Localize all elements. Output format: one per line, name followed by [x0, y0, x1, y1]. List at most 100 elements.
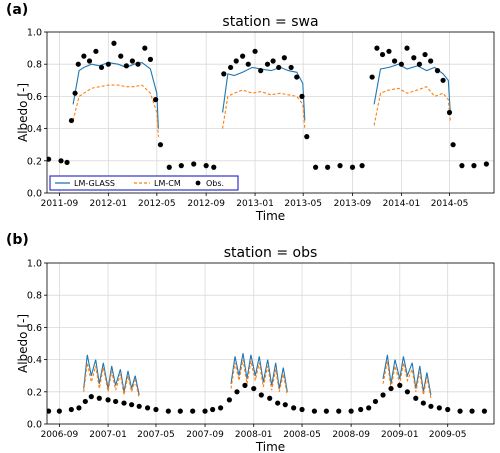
obs-point: [469, 408, 475, 414]
plot-frame: [46, 31, 495, 194]
obs-point: [459, 163, 465, 169]
obs-point: [234, 389, 240, 395]
obs-point: [299, 406, 305, 413]
obs-point: [86, 58, 93, 64]
obs-point: [129, 402, 135, 408]
legend-label-obs: Obs.: [206, 179, 224, 188]
obs-point: [166, 164, 172, 170]
lm-cm-line: [222, 89, 306, 129]
obs-point: [252, 48, 258, 54]
obs-point: [72, 90, 78, 96]
x-tick-label: 2013-05: [284, 199, 322, 209]
lm-cm-line: [83, 362, 140, 399]
obs-point: [240, 53, 246, 59]
obs-point: [386, 48, 392, 54]
y-tick-label: 0.8: [27, 60, 42, 71]
y-tick-label: 0.4: [27, 124, 42, 135]
lm-glass-line: [72, 62, 159, 129]
obs-point: [366, 405, 372, 411]
obs-point: [275, 400, 281, 406]
obs-point: [258, 68, 264, 74]
obs-point: [118, 53, 124, 59]
obs-point: [404, 45, 410, 51]
obs-point: [380, 392, 386, 398]
x-tick-label: 2006-09: [41, 430, 79, 440]
obs-point: [68, 117, 75, 124]
obs-point: [203, 163, 209, 169]
legend: LM-GLASS LM-CM Obs.: [49, 175, 239, 191]
obs-point: [228, 64, 234, 71]
legend-swatch-obs: [195, 180, 201, 186]
obs-point: [178, 163, 184, 169]
obs-point: [93, 48, 99, 54]
y-tick-label: 0.4: [27, 355, 42, 366]
obs-point: [413, 395, 419, 401]
lm-cm-line: [373, 86, 451, 126]
x-axis-label: Time: [255, 440, 285, 453]
x-axis-label: Time: [255, 209, 285, 223]
obs-point: [76, 405, 82, 411]
obs-point: [281, 55, 287, 61]
obs-point: [369, 74, 375, 80]
obs-point: [98, 64, 105, 71]
lm-cm-line: [230, 359, 288, 396]
y-tick-label: 0.0: [27, 189, 42, 200]
x-tick-label: 2008-01: [235, 430, 273, 440]
y-tick-label: 0.6: [27, 92, 42, 103]
x-tick-label: 2007-05: [137, 430, 175, 440]
obs-point: [144, 405, 151, 411]
x-tick-label: 2009-05: [429, 430, 467, 440]
x-tick-label: 2008-05: [283, 430, 321, 440]
obs-point: [481, 408, 488, 414]
obs-point: [420, 400, 426, 406]
y-tick-label: 0.6: [27, 323, 42, 334]
obs-point: [457, 408, 463, 414]
obs-point: [471, 163, 477, 169]
obs-point: [299, 93, 305, 99]
obs-point: [379, 51, 386, 58]
obs-point: [359, 163, 365, 169]
obs-point: [336, 408, 342, 414]
x-tick-label: 2012-01: [90, 199, 128, 209]
y-tick-label: 1.0: [27, 259, 42, 270]
y-tick-label: 1.0: [27, 28, 42, 39]
obs-point: [440, 77, 446, 83]
legend-label-lm-cm: LM-CM: [154, 179, 181, 188]
obs-point: [445, 406, 451, 413]
x-tick-label: 2014-01: [383, 199, 421, 209]
obs-point: [211, 164, 217, 170]
lm-glass-line: [222, 66, 306, 121]
obs-point: [388, 385, 394, 392]
obs-point: [446, 109, 453, 116]
obs-point: [323, 408, 329, 414]
obs-point: [251, 385, 257, 392]
obs-point: [121, 400, 127, 406]
obs-point: [113, 398, 119, 405]
x-tick-label: 2014-05: [431, 199, 469, 209]
x-tick-label: 2013-09: [334, 199, 372, 209]
obs-point: [358, 406, 364, 413]
obs-point: [291, 405, 297, 411]
y-axis-label: Albedo [-]: [16, 83, 30, 142]
obs-point: [422, 51, 428, 58]
obs-point: [233, 58, 239, 64]
obs-point: [313, 164, 319, 170]
obs-point: [190, 408, 196, 414]
lm-glass-line: [230, 353, 288, 392]
obs-point: [311, 408, 318, 414]
chart-title: station = obs: [224, 245, 318, 261]
legend-label-lm-glass: LM-GLASS: [74, 179, 115, 188]
obs-point: [288, 64, 294, 71]
obs-point: [226, 397, 232, 403]
obs-point: [397, 382, 403, 388]
obs-point: [191, 161, 197, 167]
obs-point: [372, 398, 379, 405]
obs-point: [96, 395, 102, 401]
series-layer: [47, 40, 489, 170]
obs-point: [81, 53, 87, 59]
obs-point: [56, 408, 62, 414]
obs-point: [135, 61, 141, 67]
obs-point: [136, 403, 142, 409]
obs-point: [348, 408, 354, 414]
obs-point: [270, 58, 276, 64]
